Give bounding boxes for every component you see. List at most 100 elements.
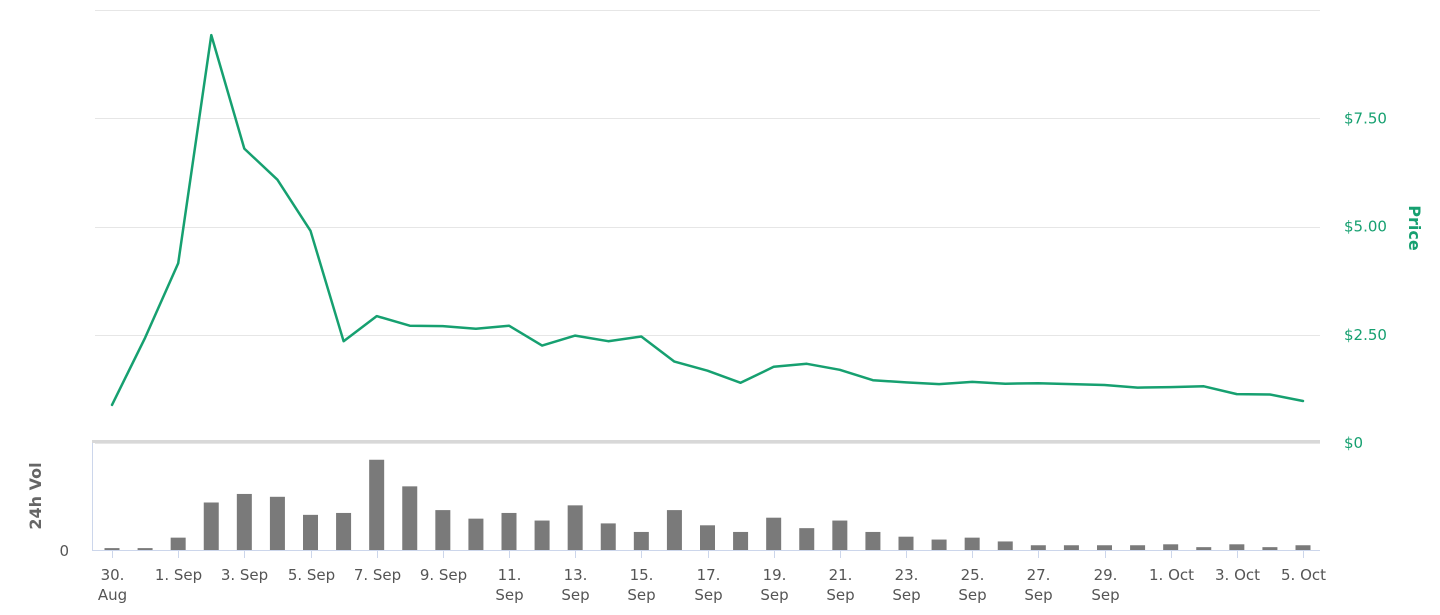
- volume-bar: [534, 520, 550, 550]
- volume-bar: [303, 514, 318, 550]
- x-tick-label-line2: Sep: [627, 586, 655, 604]
- x-tick-label-line2: Sep: [826, 586, 854, 604]
- volume-bar: [964, 537, 980, 550]
- x-tick-label: 23. Sep: [892, 566, 920, 604]
- volume-bar: [633, 531, 649, 550]
- x-tick-label-line1: 11.: [498, 566, 522, 584]
- volume-bar: [336, 512, 352, 550]
- x-tick-label: 3. Oct: [1215, 566, 1260, 584]
- x-tick-label: 9. Sep: [420, 566, 467, 584]
- x-tick-label: 13. Sep: [561, 566, 589, 604]
- x-tick-label-line1: 30.: [101, 566, 125, 584]
- x-tick-label-line1: 9. Sep: [420, 566, 467, 584]
- x-tick-label-line1: 5. Sep: [288, 566, 335, 584]
- x-tick-label-line2: Sep: [495, 586, 523, 604]
- x-tick-label: 5. Oct: [1281, 566, 1326, 584]
- x-tick-label: 19. Sep: [760, 566, 788, 604]
- x-tick-label: 7. Sep: [354, 566, 401, 584]
- price-series: [110, 33, 1305, 407]
- x-tick-label-line1: 3. Oct: [1215, 566, 1260, 584]
- x-tick-label-line1: 7. Sep: [354, 566, 401, 584]
- volume-bar: [501, 512, 517, 550]
- volume-bar: [799, 528, 815, 550]
- x-tick-label-line1: 1. Sep: [155, 566, 202, 584]
- x-tick-label: 21. Sep: [826, 566, 854, 604]
- volume-bar: [766, 517, 782, 550]
- x-tick-label-line2: Sep: [892, 586, 920, 604]
- x-tick-label-line1: 25.: [961, 566, 985, 584]
- x-tick-label: 3. Sep: [221, 566, 268, 584]
- volume-bar: [1097, 545, 1112, 550]
- x-tick-label-line1: 27.: [1027, 566, 1051, 584]
- x-tick-label: 29. Sep: [1091, 566, 1119, 604]
- volume-bar: [931, 539, 947, 550]
- volume-bar: [104, 548, 120, 550]
- x-tick-label-line2: Sep: [1024, 586, 1052, 604]
- volume-bar: [1295, 545, 1311, 550]
- volume-bar: [170, 537, 186, 550]
- volume-bar: [468, 518, 484, 550]
- x-tick-label: 11. Sep: [495, 566, 523, 604]
- price-tick-label: $5.00: [1344, 218, 1387, 236]
- x-tick-label: 15. Sep: [627, 566, 655, 604]
- x-tick-label: 1. Oct: [1149, 566, 1194, 584]
- volume-bar: [600, 523, 616, 550]
- volume-bar: [1262, 547, 1278, 550]
- x-tick-label-line1: 17.: [697, 566, 721, 584]
- x-tick-label-line2: Sep: [694, 586, 722, 604]
- volume-bar: [666, 510, 682, 550]
- volume-bar: [733, 531, 749, 550]
- volume-tick-label: 0: [59, 542, 69, 560]
- grid-layer: [95, 10, 1320, 444]
- price-tick-label: $2.50: [1344, 326, 1387, 344]
- x-tick-label: 25. Sep: [958, 566, 986, 604]
- volume-bar: [402, 486, 418, 550]
- volume-bar: [832, 520, 848, 550]
- price-line: [110, 33, 1305, 407]
- volume-bar: [1229, 544, 1245, 550]
- x-tick-label: 30. Aug: [98, 566, 127, 604]
- x-tick-label: 17. Sep: [694, 566, 722, 604]
- volume-bar: [567, 505, 583, 550]
- x-tick-label: 5. Sep: [288, 566, 335, 584]
- volume-bar: [1063, 545, 1079, 550]
- axes: $0 $2.50 $5.00 $7.50 0 30. Aug 1. Sep 3. Sep 5. S…: [59, 109, 1387, 604]
- price-tick-label: $0: [1344, 434, 1363, 452]
- price-tick-label: $7.50: [1344, 109, 1387, 127]
- volume-bar: [1163, 544, 1179, 550]
- volume-bar: [700, 525, 715, 550]
- volume-bar: [898, 536, 914, 550]
- x-tick-label-line1: 19.: [763, 566, 787, 584]
- volume-bar: [435, 510, 451, 550]
- x-tick-label-line2: Sep: [1091, 586, 1119, 604]
- x-tick-label-line2: Sep: [958, 586, 986, 604]
- volume-bar: [137, 548, 153, 550]
- volume-bar: [1130, 545, 1146, 550]
- volume-bars: [104, 459, 1311, 550]
- x-tick-label-line2: Sep: [561, 586, 589, 604]
- volume-bar: [203, 502, 219, 550]
- x-tick-label-line1: 5. Oct: [1281, 566, 1326, 584]
- x-tick-label-line2: Sep: [760, 586, 788, 604]
- x-tick-label-line1: 13.: [564, 566, 588, 584]
- price-axis-title: Price: [1405, 205, 1424, 251]
- volume-bar: [269, 496, 285, 550]
- x-tick-label-line1: 15.: [630, 566, 654, 584]
- x-tick-label-line1: 29.: [1094, 566, 1118, 584]
- x-tick-label: 27. Sep: [1024, 566, 1052, 604]
- x-tick-label-line2: Aug: [98, 586, 127, 604]
- volume-bar: [1196, 547, 1212, 550]
- volume-bar: [236, 493, 252, 550]
- x-tick-label-line1: 23.: [895, 566, 919, 584]
- x-tick-label-line1: 1. Oct: [1149, 566, 1194, 584]
- volume-bar: [865, 531, 881, 550]
- x-tick-label: 1. Sep: [155, 566, 202, 584]
- x-tick-label-line1: 3. Sep: [221, 566, 268, 584]
- volume-axis-title: 24h Vol: [26, 462, 45, 529]
- volume-bar: [369, 459, 385, 550]
- volume-bar: [1030, 545, 1046, 550]
- x-tick-label-line1: 21.: [829, 566, 853, 584]
- volume-bar: [997, 541, 1013, 550]
